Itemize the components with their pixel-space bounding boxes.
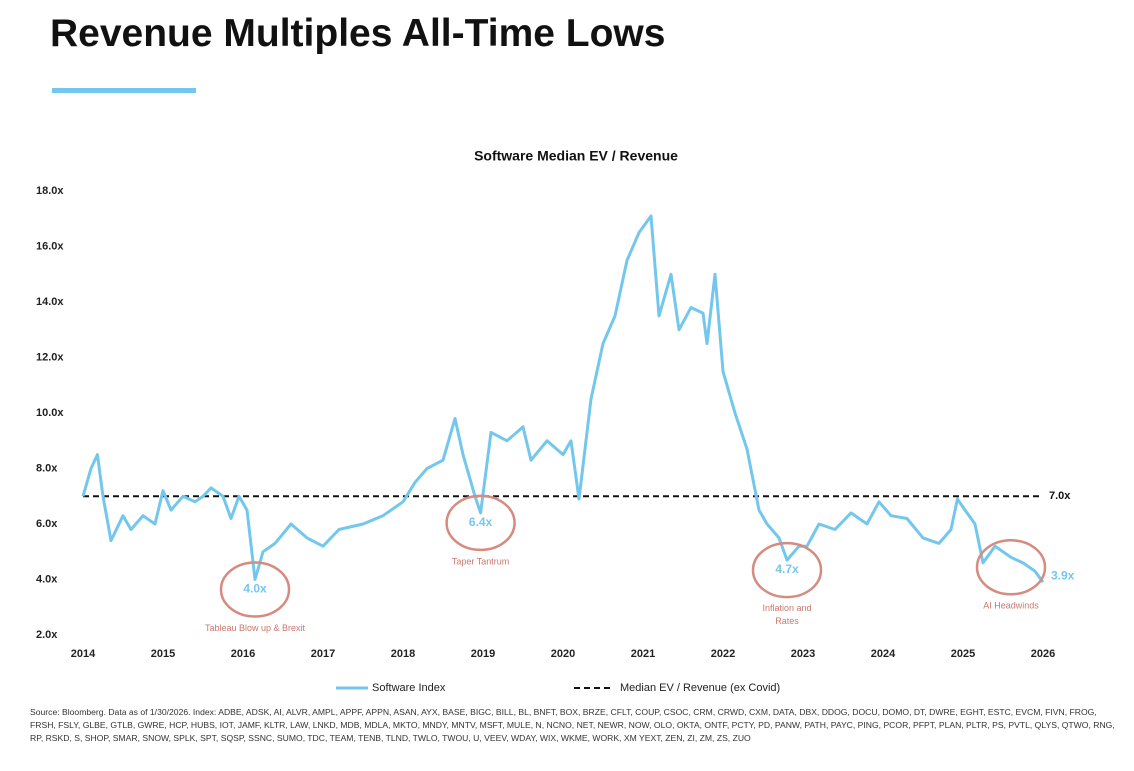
annotation-value: 4.0x bbox=[243, 582, 267, 596]
annotation-circle bbox=[751, 541, 823, 599]
annotation-circle bbox=[975, 539, 1047, 596]
x-tick-label: 2016 bbox=[231, 648, 255, 660]
y-tick-label: 8.0x bbox=[36, 462, 58, 474]
x-tick-label: 2015 bbox=[151, 648, 175, 660]
legend-label: Software Index bbox=[372, 682, 446, 694]
y-tick-label: 14.0x bbox=[36, 296, 64, 308]
annotation-text: AI Headwinds bbox=[983, 601, 1039, 611]
annotation-circle bbox=[445, 494, 516, 552]
annotation-text: Taper Tantrum bbox=[452, 556, 509, 566]
y-tick-label: 16.0x bbox=[36, 240, 64, 252]
y-tick-label: 6.0x bbox=[36, 518, 58, 530]
chart: Software Median EV / Revenue 2.0x 4.0x 6.0… bbox=[36, 148, 1075, 694]
annotation-value: 6.4x bbox=[469, 515, 493, 529]
x-tick-label: 2014 bbox=[71, 648, 96, 660]
source-note: Source: Bloomberg. Data as of 1/30/2026.… bbox=[30, 707, 1115, 743]
x-tick-label: 2019 bbox=[471, 648, 495, 660]
page-title: Revenue Multiples All-Time Lows bbox=[50, 12, 666, 55]
x-tick-label: 2025 bbox=[951, 648, 975, 660]
annotation-text: Tableau Blow up & Brexit bbox=[205, 623, 306, 633]
x-tick-label: 2024 bbox=[871, 648, 896, 660]
annotation-text: Inflation and Rates bbox=[762, 603, 811, 626]
x-tick-label: 2018 bbox=[391, 648, 415, 660]
x-tick-label: 2020 bbox=[551, 648, 575, 660]
y-tick-label: 4.0x bbox=[36, 573, 58, 585]
legend-label: Median EV / Revenue (ex Covid) bbox=[620, 682, 780, 694]
x-tick-label: 2017 bbox=[311, 648, 335, 660]
y-tick-label: 10.0x bbox=[36, 407, 64, 419]
reference-label: 7.0x bbox=[1049, 490, 1071, 502]
x-tick-label: 2023 bbox=[791, 648, 815, 660]
end-label: 3.9x bbox=[1051, 568, 1075, 582]
annotation-circle bbox=[219, 561, 291, 618]
y-tick-label: 12.0x bbox=[36, 351, 64, 363]
title-underline bbox=[52, 88, 196, 93]
data-line bbox=[81, 214, 1045, 584]
x-tick-label: 2022 bbox=[711, 648, 735, 660]
annotation-value: 4.7x bbox=[775, 562, 799, 576]
chart-title: Software Median EV / Revenue bbox=[474, 148, 678, 164]
x-tick-label: 2026 bbox=[1031, 648, 1055, 660]
y-tick-label: 2.0x bbox=[36, 629, 58, 641]
x-tick-label: 2021 bbox=[631, 648, 655, 660]
y-tick-label: 18.0x bbox=[36, 185, 64, 197]
